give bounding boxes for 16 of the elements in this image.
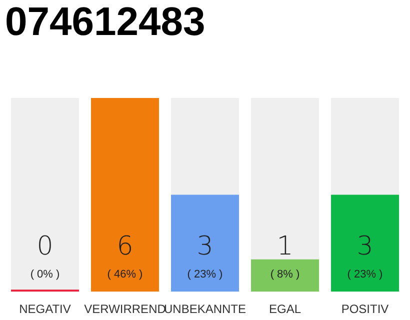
data-label: 1 <box>276 232 294 262</box>
annotation: ( 8% ) <box>270 268 300 281</box>
data-label: 0 <box>36 232 54 262</box>
data-label: 3 <box>196 232 214 262</box>
annotation: ( 23% ) <box>187 268 223 281</box>
x-tick-label: EGAL <box>268 302 302 316</box>
x-tick-label: VERWIRREND <box>84 302 166 316</box>
annotation: ( 46% ) <box>107 268 143 281</box>
x-tick-label: UNBEKANNTE <box>164 302 246 316</box>
x-tick-label: NEGATIV <box>19 302 71 316</box>
data-label: 3 <box>356 232 374 262</box>
chart-title: 074612483 <box>5 0 206 44</box>
annotation: ( 23% ) <box>347 268 383 281</box>
data-label: 6 <box>116 232 134 262</box>
x-tick-label: POSITIV <box>341 302 389 316</box>
annotation: ( 0% ) <box>30 268 60 281</box>
